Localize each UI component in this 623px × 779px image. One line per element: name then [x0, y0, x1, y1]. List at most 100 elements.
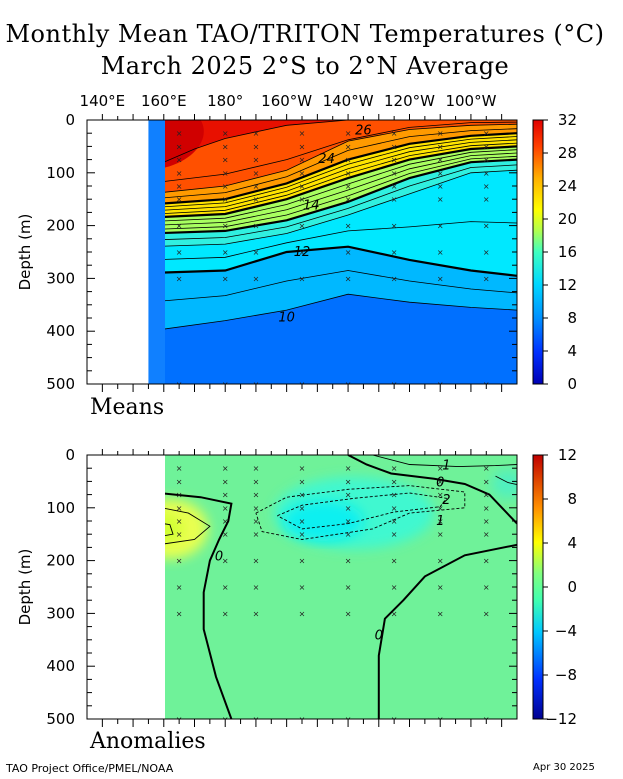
means-colorbar: 0 4 8 12 16 20 24 28 32 — [532, 111, 577, 393]
means-panel-label: Means — [90, 395, 165, 420]
sample-mark: × — [391, 169, 398, 178]
isotherm-line-14 — [165, 169, 517, 247]
sample-mark: × — [437, 477, 444, 486]
y-tick-label: 500 — [46, 375, 75, 393]
east-anomaly-blob — [491, 470, 517, 499]
sample-mark: × — [345, 491, 352, 500]
contour-label: 0 — [436, 475, 444, 490]
sample-mark: × — [483, 222, 490, 231]
sample-mark: × — [391, 583, 398, 592]
isotherm-line-24 — [165, 132, 517, 205]
sample-mark: × — [176, 129, 183, 138]
sample-mark: × — [299, 583, 306, 592]
sample-mark: × — [176, 195, 183, 204]
colorbar-tick-label: 12 — [558, 446, 577, 464]
sample-mark: × — [176, 557, 183, 566]
y-tick-label: 0 — [65, 446, 75, 464]
sample-mark: × — [437, 517, 444, 526]
sample-mark: × — [483, 169, 490, 178]
sample-mark: × — [176, 182, 183, 191]
sample-mark: × — [299, 557, 306, 566]
sample-mark: × — [437, 129, 444, 138]
colorbar-tick-label: −12 — [545, 710, 577, 728]
sample-mark: × — [253, 464, 260, 473]
sample-mark: × — [222, 169, 229, 178]
isotherm-line-17 — [165, 155, 517, 230]
x-tick-label: 120°W — [384, 92, 435, 110]
footer-date: Apr 30 2025 — [533, 762, 595, 773]
sample-mark: × — [299, 464, 306, 473]
sample-mark: × — [345, 530, 352, 539]
y-tick-label: 400 — [46, 657, 75, 675]
x-tick-label: 160°W — [261, 92, 312, 110]
sample-mark: × — [253, 583, 260, 592]
sample-mark: × — [176, 530, 183, 539]
sample-mark: × — [345, 169, 352, 178]
sample-mark: × — [299, 195, 306, 204]
sample-mark: × — [483, 557, 490, 566]
isotherm-line-12 — [165, 245, 517, 277]
sample-mark: × — [253, 504, 260, 513]
isotherm-line-19 — [165, 149, 517, 222]
sample-mark: × — [391, 517, 398, 526]
warm-pool-fill — [165, 120, 204, 168]
sample-mark: × — [253, 274, 260, 283]
colorbar-tick-label: 4 — [567, 342, 577, 360]
colorbar-gradient — [532, 119, 544, 385]
sample-mark: × — [253, 142, 260, 151]
sample-mark: × — [222, 517, 229, 526]
sample-mark: × — [345, 583, 352, 592]
sample-mark: × — [345, 156, 352, 165]
sample-mark: × — [299, 609, 306, 618]
sample-mark: × — [222, 182, 229, 191]
sample-mark: × — [437, 274, 444, 283]
sample-mark: × — [391, 156, 398, 165]
anomaly-contour-cool-1 — [255, 485, 466, 540]
sample-mark: × — [176, 464, 183, 473]
colorbar-tick-label: 8 — [567, 490, 577, 508]
sample-mark: × — [345, 715, 352, 724]
isotherm-line-23 — [165, 136, 517, 208]
sample-mark: × — [437, 222, 444, 231]
sample-mark: × — [483, 380, 490, 389]
sample-mark: × — [437, 169, 444, 178]
sample-mark: × — [345, 557, 352, 566]
contour-label: 14 — [303, 198, 320, 213]
isotherm-line-15 — [165, 164, 517, 240]
x-tick-label: 160°E — [141, 92, 187, 110]
sample-mark: × — [391, 142, 398, 151]
sample-mark: × — [222, 222, 229, 231]
sample-mark: × — [437, 504, 444, 513]
sample-mark: × — [176, 583, 183, 592]
y-tick-label: 200 — [46, 217, 75, 235]
y-axis-label: Depth (m) — [16, 214, 34, 291]
sample-mark: × — [299, 477, 306, 486]
contour-label: 1 — [442, 459, 450, 474]
sample-mark: × — [345, 609, 352, 618]
colorbar-tick-label: −8 — [555, 666, 577, 684]
sample-mark: × — [345, 477, 352, 486]
isotherm-line-16 — [165, 158, 517, 235]
cool-anomaly-core — [283, 501, 364, 541]
colorbar-tick-label: 4 — [567, 534, 577, 552]
anomaly-contour-east-1 — [495, 475, 517, 486]
sample-mark: × — [176, 169, 183, 178]
sample-mark: × — [483, 583, 490, 592]
x-tick-label: 100°W — [445, 92, 496, 110]
colorbar-tick-label: 32 — [558, 111, 577, 129]
sample-mark: × — [253, 156, 260, 165]
sample-mark: × — [253, 557, 260, 566]
footer-credit: TAO Project Office/PMEL/NOAA — [6, 762, 174, 775]
chart-subtitle: March 2025 2°S to 2°N Average — [100, 52, 510, 80]
isotherm-line-28 — [165, 120, 517, 163]
anomaly-contour-west — [165, 508, 211, 545]
sample-mark: × — [391, 504, 398, 513]
sample-mark: × — [299, 517, 306, 526]
sample-mark: × — [391, 380, 398, 389]
sample-mark: × — [222, 274, 229, 283]
isotherm-line-26 — [165, 123, 517, 193]
sample-mark: × — [391, 557, 398, 566]
sample-mark: × — [299, 504, 306, 513]
sample-mark: × — [222, 504, 229, 513]
